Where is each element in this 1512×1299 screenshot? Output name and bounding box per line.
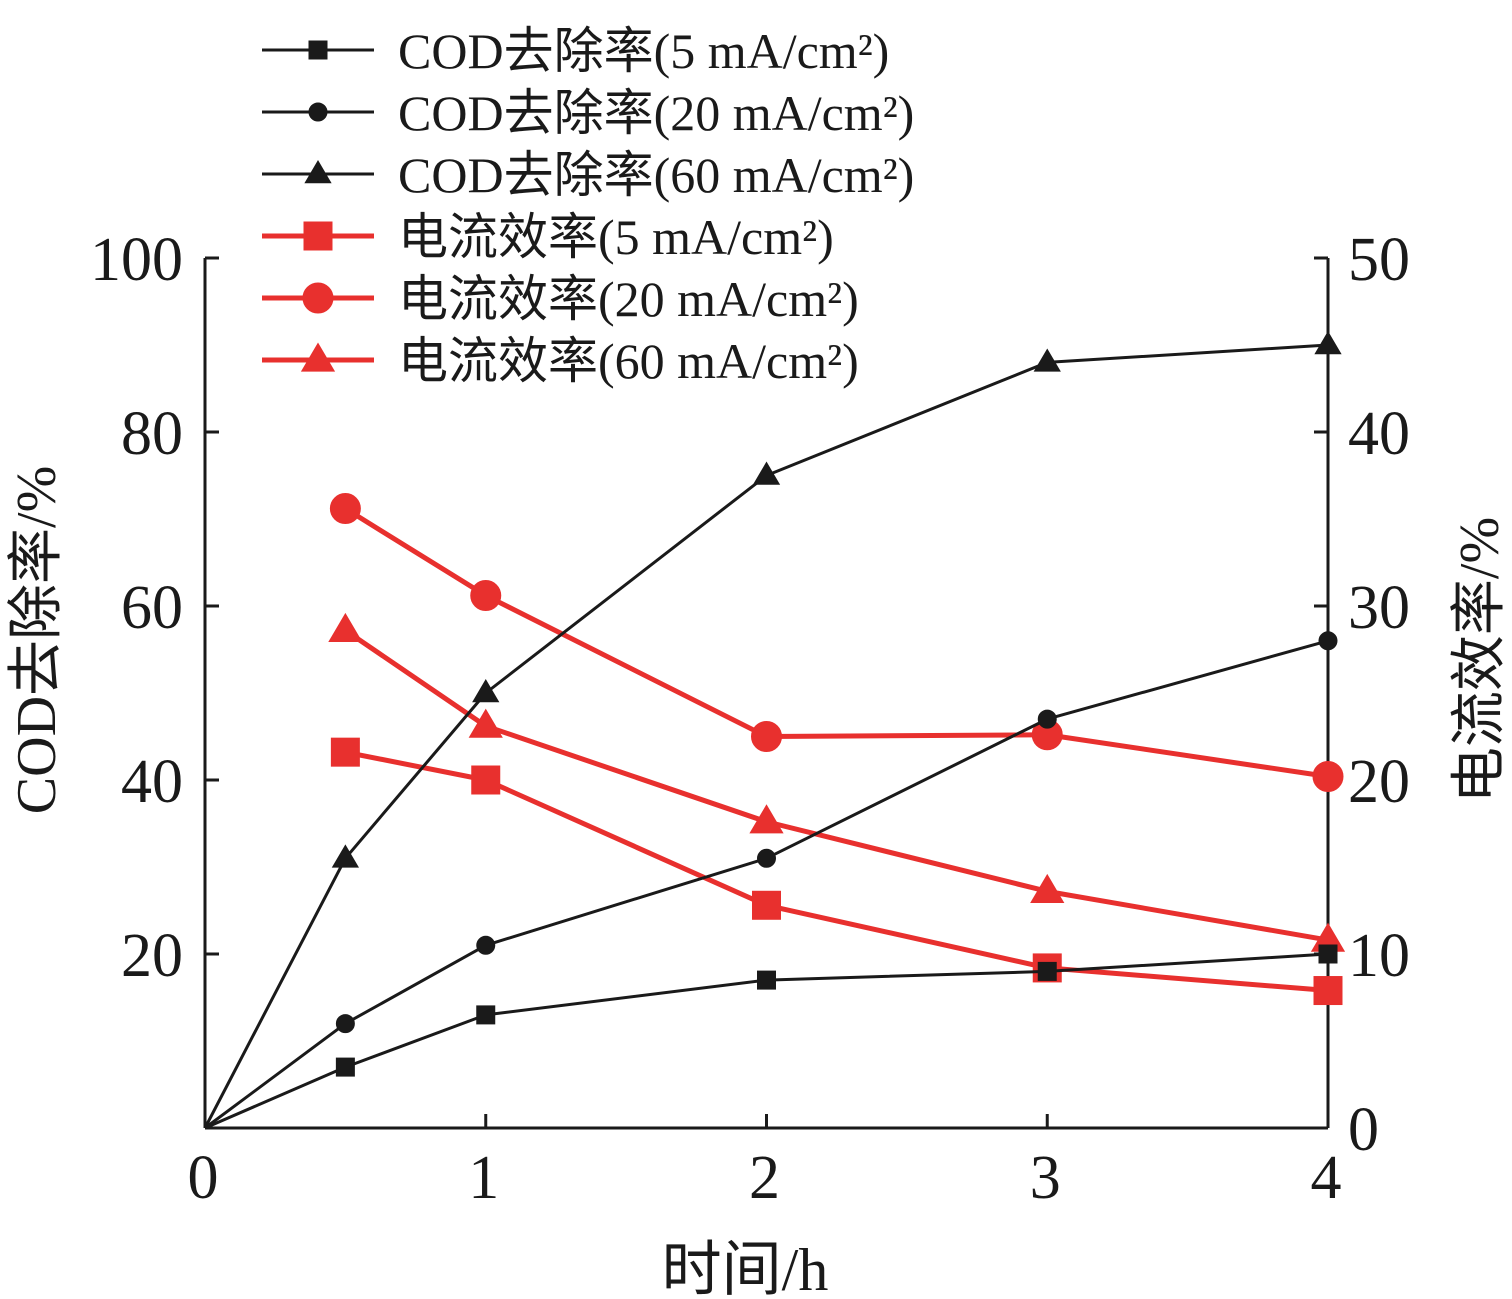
legend-label: 电流效率(5 mA/cm²)	[398, 209, 834, 265]
legend-label: COD去除率(20 mA/cm²)	[398, 85, 914, 141]
ticks: 0 1 2 3 4 20 40 60 80 100 0 10 20 30 40 50	[90, 226, 1410, 1212]
data-point	[472, 679, 500, 703]
legend-item: COD去除率(60 mA/cm²)	[262, 147, 914, 203]
data-point	[476, 935, 496, 955]
legend-marker	[308, 40, 328, 60]
y-right-tick-label: 50	[1348, 226, 1410, 294]
data-point	[471, 765, 501, 795]
data-point	[752, 461, 781, 485]
x-tick-label: 1	[468, 1144, 499, 1212]
legend: COD去除率(5 mA/cm²) COD去除率(20 mA/cm²) COD去除率(…	[262, 23, 914, 389]
data-point	[749, 804, 784, 834]
series-layer	[203, 331, 1346, 1130]
data-point	[1033, 348, 1061, 372]
x-axis-label: 时间/h	[662, 1237, 829, 1299]
legend-label: 电流效率(60 mA/cm²)	[398, 333, 859, 389]
series-2	[204, 631, 1338, 1130]
data-point	[752, 890, 781, 920]
legend-item: 电流效率(5 mA/cm²)	[262, 209, 834, 265]
data-point	[1037, 709, 1057, 729]
data-point	[1318, 944, 1338, 964]
y-right-tick-label: 40	[1348, 400, 1410, 468]
data-point	[1314, 331, 1342, 355]
legend-marker	[300, 342, 336, 372]
y-right-tick-label: 30	[1348, 574, 1410, 642]
data-point	[1312, 761, 1344, 793]
x-tick-label: 2	[749, 1144, 780, 1212]
y-right-tick-label: 20	[1348, 748, 1410, 816]
data-point	[751, 721, 782, 752]
x-tick-label: 3	[1030, 1144, 1061, 1212]
data-point	[1030, 873, 1065, 904]
y-left-tick-label: 60	[121, 574, 183, 642]
legend-marker	[304, 160, 332, 184]
y-left-tick-label: 80	[121, 400, 183, 468]
data-point	[329, 493, 361, 525]
legend-label: 电流效率(20 mA/cm²)	[398, 271, 859, 327]
series-line	[204, 952, 1329, 1130]
data-point	[757, 970, 776, 990]
series-4	[330, 737, 1343, 1006]
data-point	[468, 708, 503, 738]
y-axis-right-label: 电流效率/%	[1449, 517, 1511, 803]
series-5	[329, 493, 1344, 793]
legend-marker	[308, 102, 328, 122]
legend-item: COD去除率(5 mA/cm²)	[262, 23, 889, 79]
legend-marker	[302, 282, 334, 314]
legend-item: 电流效率(20 mA/cm²)	[262, 271, 859, 327]
data-point	[1037, 961, 1057, 981]
y-left-tick-label: 40	[121, 748, 183, 816]
series-6	[328, 612, 1346, 952]
data-point	[330, 737, 360, 767]
series-3	[203, 331, 1342, 1129]
x-tick-label: 4	[1311, 1144, 1342, 1212]
data-point	[331, 844, 360, 868]
data-point	[476, 1005, 496, 1025]
data-point	[335, 1057, 355, 1077]
data-point	[1318, 631, 1338, 651]
y-right-tick-label: 10	[1348, 922, 1410, 990]
legend-item: 电流效率(60 mA/cm²)	[262, 333, 859, 389]
y-right-tick-label: 0	[1348, 1096, 1379, 1164]
legend-item: COD去除率(20 mA/cm²)	[262, 85, 914, 141]
data-point	[328, 612, 363, 643]
series-line	[203, 343, 1329, 1129]
data-point	[757, 848, 776, 868]
series-line	[204, 639, 1329, 1130]
series-1	[204, 944, 1338, 1130]
legend-label: COD去除率(60 mA/cm²)	[398, 147, 914, 203]
y-axis-left-label: COD去除率/%	[6, 466, 68, 814]
data-point	[1313, 976, 1343, 1006]
y-left-tick-label: 20	[121, 922, 183, 990]
data-point	[470, 580, 502, 612]
y-left-tick-label: 100	[90, 226, 183, 294]
legend-marker	[303, 221, 333, 251]
data-point	[335, 1014, 355, 1034]
legend-label: COD去除率(5 mA/cm²)	[398, 23, 889, 79]
x-tick-label: 0	[188, 1144, 219, 1212]
